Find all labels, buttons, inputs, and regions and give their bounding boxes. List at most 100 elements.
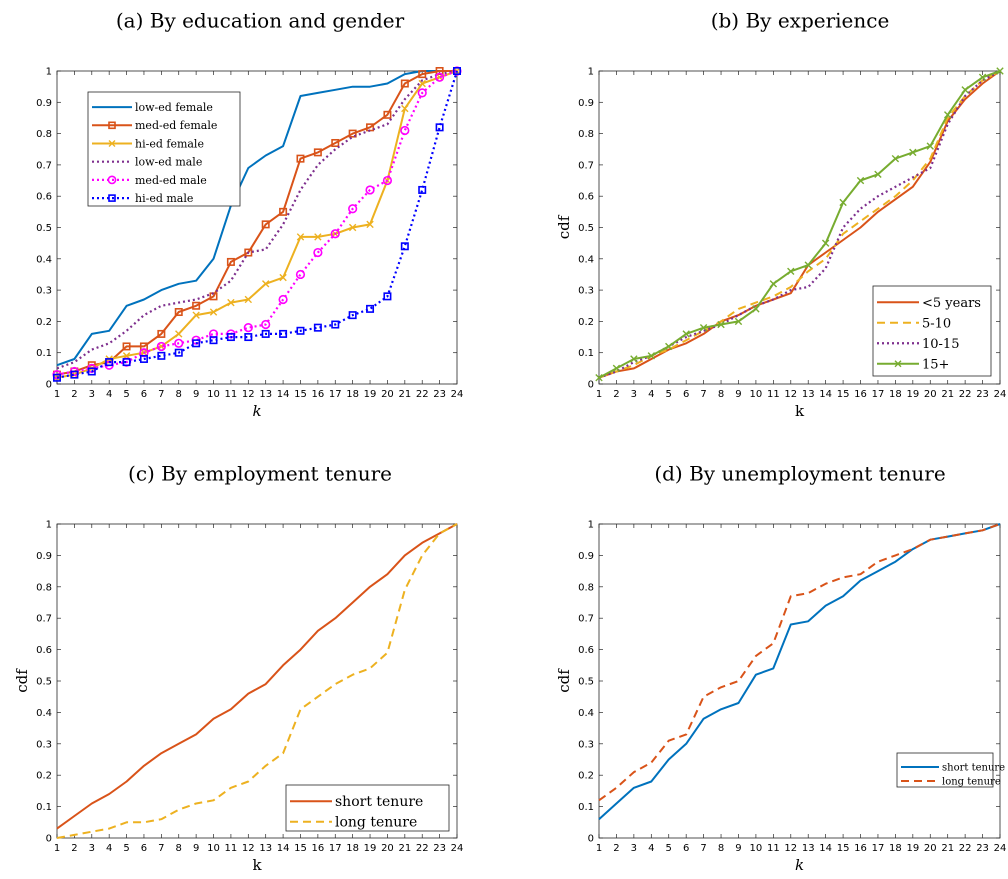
y-tick-label: 0.8 [578, 582, 594, 593]
data-point [366, 304, 375, 313]
series-line [56, 523, 458, 830]
x-tick-label: 2 [613, 843, 619, 854]
data-point [107, 175, 117, 185]
data-point [226, 333, 235, 342]
data-point [279, 207, 288, 216]
x-tick-label: 2 [71, 843, 77, 854]
legend-box [872, 285, 992, 377]
x-tick-label: 7 [158, 389, 164, 400]
x-tick-label: 3 [631, 843, 637, 854]
y-tick-label: 0 [588, 834, 594, 845]
x-tick-label: 5 [123, 389, 129, 400]
data-point [261, 220, 270, 229]
x-tick-label: 5 [666, 389, 672, 400]
data-point [435, 72, 445, 82]
data-point [122, 358, 131, 367]
series-line [56, 70, 459, 379]
data-point [699, 323, 708, 332]
x-tick-label: 7 [700, 389, 706, 400]
data-point [665, 342, 673, 351]
data-point [400, 242, 409, 251]
x-tick-label: 16 [312, 389, 325, 400]
y-tick-label: 0.1 [578, 348, 594, 359]
series-3 [595, 67, 1004, 382]
series-1 [598, 523, 1001, 802]
legend: short tenure long tenure [896, 752, 1005, 788]
data-point [296, 154, 305, 163]
x-tick-label: 23 [433, 389, 446, 400]
x-tick-label: 21 [941, 389, 954, 400]
y-tick-label: 0.8 [578, 129, 594, 140]
data-point [595, 374, 603, 382]
data-point [418, 185, 427, 194]
x-tick-label: 19 [364, 843, 377, 854]
y-tick-label: 0.5 [36, 223, 52, 234]
x-tick-label: 11 [225, 843, 238, 854]
data-point [435, 123, 444, 132]
data-point [996, 67, 1004, 75]
series-2 [53, 67, 461, 382]
y-tick-label: 0.2 [36, 771, 52, 782]
x-tick-label: 1 [596, 843, 602, 854]
x-tick-label: 24 [451, 843, 464, 854]
x-tick-label: 6 [683, 843, 689, 854]
data-point [682, 330, 690, 338]
data-point [122, 352, 131, 360]
x-tick-label: 17 [872, 389, 885, 400]
x-axis-label: k [252, 402, 261, 420]
legend-label: hi-ed male [135, 192, 193, 205]
x-tick-label: 4 [106, 389, 112, 400]
y-tick-label: 0.1 [578, 802, 594, 813]
data-point [157, 342, 166, 351]
x-tick-label: 8 [176, 389, 182, 400]
data-point [122, 342, 131, 351]
y-tick-label: 0.8 [36, 129, 52, 140]
y-tick-label: 0 [46, 380, 52, 391]
series-1 [56, 523, 458, 839]
x-tick-label: 1 [596, 389, 602, 400]
data-point [804, 261, 812, 269]
data-point [418, 79, 426, 88]
legend-box [87, 91, 241, 207]
data-point [261, 329, 270, 338]
data-point [452, 67, 461, 76]
series-0 [56, 70, 457, 367]
x-tick-label: 13 [802, 843, 815, 854]
data-point [108, 140, 116, 147]
y-tick-label: 0.4 [578, 708, 594, 719]
series-line [598, 70, 1001, 379]
data-point [296, 326, 305, 335]
y-tick-label: 0.9 [578, 98, 594, 109]
x-tick-label: 1 [54, 389, 60, 400]
data-point [365, 185, 375, 195]
data-point [348, 223, 357, 232]
data-point [108, 194, 116, 202]
chart-title: (b) By experience [711, 9, 890, 33]
x-tick-label: 3 [89, 843, 95, 854]
x-tick-label: 4 [648, 389, 654, 400]
data-point [856, 176, 865, 185]
y-tick-label: 0.6 [36, 192, 52, 203]
y-tick-label: 0.6 [578, 645, 594, 656]
data-point [108, 121, 116, 130]
chart-title: (d) By unemployment tenure [654, 462, 945, 486]
x-tick-label: 19 [906, 389, 919, 400]
series-2 [598, 70, 1001, 379]
y-tick-label: 0.3 [578, 286, 594, 297]
y-tick-label: 0.1 [36, 802, 52, 813]
series-line [56, 523, 458, 839]
series-0 [56, 523, 458, 830]
x-tick-label: 2 [71, 389, 77, 400]
x-tick-label: 13 [259, 843, 272, 854]
y-tick-label: 1 [588, 520, 594, 531]
y-tick-label: 0.4 [36, 708, 52, 719]
data-point [157, 329, 166, 338]
x-tick-label: 15 [837, 389, 850, 400]
y-tick-label: 0.5 [36, 677, 52, 688]
x-tick-label: 11 [767, 843, 780, 854]
data-point [243, 323, 253, 333]
data-point [926, 142, 934, 150]
data-point [244, 333, 253, 342]
